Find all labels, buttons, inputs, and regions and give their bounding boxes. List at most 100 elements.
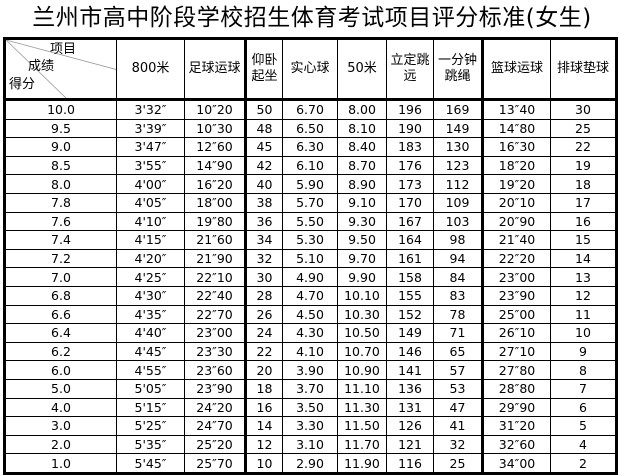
value-cell: 4'00″ (116, 174, 185, 194)
score-cell: 6.4 (4, 323, 117, 343)
value-cell: 152 (386, 304, 434, 325)
value-cell: 5.30 (282, 230, 338, 250)
value-cell: 10 (550, 323, 617, 343)
value-cell: 53 (433, 378, 483, 399)
value-cell: 21″40 (481, 230, 551, 250)
value-cell: 9.10 (337, 192, 387, 213)
table-row: 4.0 5'15″ 24″20 16 3.50 11.30 131 47 29″90 6 (4, 397, 617, 418)
value-cell: 4.90 (282, 267, 338, 287)
value-cell: 126 (386, 416, 434, 436)
value-cell: 196 (386, 99, 434, 120)
value-cell: 5'45″ (116, 453, 185, 474)
value-cell: 4'35″ (116, 304, 185, 325)
score-cell: 6.2 (4, 341, 117, 362)
value-cell: 47 (433, 397, 483, 418)
table-row: 6.2 4'45″ 23″30 22 4.10 10.70 146 65 27″10 9 (4, 341, 617, 362)
value-cell: 22 (244, 341, 283, 362)
corner-item: 项目 (50, 42, 77, 57)
value-cell: 31″20 (481, 416, 551, 436)
value-cell: 14 (244, 416, 283, 436)
value-cell: 3.90 (282, 360, 338, 380)
value-cell: 3.10 (282, 434, 338, 455)
value-cell: 84 (433, 267, 483, 287)
value-cell: 20″90 (481, 211, 551, 232)
table-row: 6.4 4'40″ 23″00 24 4.30 10.50 149 71 26″10 10 (4, 323, 617, 343)
value-cell: 15 (550, 230, 617, 250)
value-cell: 8.10 (337, 118, 387, 139)
score-table: 项目 成绩 得分 800米 足球运球 仰卧起坐 实心球 50米 立定跳远 一分钟跳绳 篮球运球… (3, 37, 618, 475)
value-cell: 32 (433, 434, 483, 455)
value-cell: 10.50 (337, 323, 387, 343)
value-cell: 158 (386, 267, 434, 287)
table-body: 10.0 3'32″ 10″20 50 6.70 8.00 196 169 13″40 30 9.5… (4, 99, 617, 474)
value-cell: 164 (386, 230, 434, 250)
value-cell: 25 (433, 453, 483, 474)
value-cell: 14″90 (184, 155, 246, 176)
value-cell: 4 (550, 434, 617, 455)
value-cell: 170 (386, 192, 434, 213)
score-cell: 7.6 (4, 211, 117, 232)
score-cell: 7.8 (4, 192, 117, 213)
value-cell: 13″40 (481, 99, 551, 120)
value-cell: 109 (433, 192, 483, 213)
column-header: 篮球运球 (481, 38, 551, 100)
value-cell: 9.70 (337, 248, 387, 269)
score-cell: 6.8 (4, 285, 117, 306)
value-cell: 5.70 (282, 192, 338, 213)
value-cell: 155 (386, 285, 434, 306)
value-cell: 8.40 (337, 137, 387, 157)
value-cell: 3.70 (282, 378, 338, 399)
table-row: 7.2 4'20″ 21″90 32 5.10 9.70 161 94 22″20 14 (4, 248, 617, 269)
value-cell: 5'05″ (116, 378, 185, 399)
value-cell: 11.10 (337, 378, 387, 399)
value-cell: 78 (433, 304, 483, 325)
value-cell: 3'39″ (116, 118, 185, 139)
score-cell: 7.4 (4, 230, 117, 250)
value-cell: 8.90 (337, 174, 387, 194)
value-cell: 10.10 (337, 285, 387, 306)
value-cell: 4'10″ (116, 211, 185, 232)
value-cell: 183 (386, 137, 434, 157)
value-cell: 23″60 (184, 360, 246, 380)
value-cell: 12 (550, 285, 617, 306)
value-cell: 83 (433, 285, 483, 306)
value-cell: 11.90 (337, 453, 387, 474)
value-cell: 3'55″ (116, 155, 185, 176)
value-cell: 71 (433, 323, 483, 343)
value-cell: 45 (244, 137, 283, 157)
value-cell: 149 (386, 323, 434, 343)
column-header: 50米 (337, 38, 387, 100)
value-cell: 10″30 (184, 118, 246, 139)
score-cell: 7.0 (4, 267, 117, 287)
value-cell: 26″10 (481, 323, 551, 343)
value-cell: 42 (244, 155, 283, 176)
value-cell: 5'15″ (116, 397, 185, 418)
value-cell: 23″90 (184, 378, 246, 399)
value-cell: 2 (550, 453, 617, 474)
value-cell: 29″90 (481, 397, 551, 418)
value-cell: 9.30 (337, 211, 387, 232)
value-cell: 50 (244, 99, 283, 120)
value-cell: 28″80 (481, 378, 551, 399)
value-cell: 6.30 (282, 137, 338, 157)
value-cell: 11.50 (337, 416, 387, 436)
value-cell: 20 (244, 360, 283, 380)
value-cell: 3.50 (282, 397, 338, 418)
value-cell: 7 (550, 378, 617, 399)
table-row: 7.4 4'15″ 21″60 34 5.30 9.50 164 98 21″40 15 (4, 230, 617, 250)
table-row: 7.8 4'05″ 18″00 38 5.70 9.10 170 109 20″10 17 (4, 192, 617, 213)
column-header: 800米 (116, 38, 185, 100)
value-cell: 6.10 (282, 155, 338, 176)
column-header: 立定跳远 (386, 38, 434, 100)
value-cell: 10.30 (337, 304, 387, 325)
column-header: 仰卧起坐 (244, 38, 283, 100)
score-cell: 6.0 (4, 360, 117, 380)
value-cell: 25″20 (184, 434, 246, 455)
value-cell: 18″00 (184, 192, 246, 213)
value-cell: 23″00 (184, 323, 246, 343)
value-cell: 131 (386, 397, 434, 418)
value-cell: 169 (433, 99, 483, 120)
value-cell: 112 (433, 174, 483, 194)
table-row: 5.0 5'05″ 23″90 18 3.70 11.10 136 53 28″80 7 (4, 378, 617, 399)
value-cell: 8.70 (337, 155, 387, 176)
